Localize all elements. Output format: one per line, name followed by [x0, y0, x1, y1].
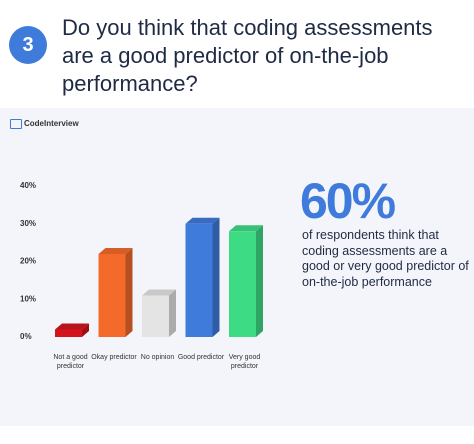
- x-tick-label: Good predictor: [177, 354, 225, 361]
- bar-top: [142, 289, 176, 296]
- y-tick-label: 0%: [20, 332, 32, 341]
- y-tick-label: 30%: [20, 219, 36, 228]
- x-tick-label: Not a good predictor: [53, 354, 88, 370]
- bar-top: [229, 225, 263, 232]
- bar: [142, 295, 169, 337]
- x-tick-label: Very good predictor: [228, 354, 261, 370]
- bar-top: [98, 247, 133, 254]
- bar: [98, 253, 126, 337]
- callout-text: of respondents think that coding assessm…: [302, 228, 469, 289]
- bar-top: [185, 217, 220, 224]
- bar-side: [212, 217, 220, 337]
- bar-top: [55, 323, 89, 330]
- y-tick-label: 20%: [20, 257, 36, 266]
- x-tick-label: Okay predictor: [91, 354, 137, 361]
- bar-side: [125, 247, 133, 337]
- y-tick-label: 40%: [20, 181, 36, 190]
- bar: [185, 223, 213, 337]
- y-tick-label: 10%: [20, 294, 36, 303]
- bar-side: [169, 289, 176, 337]
- question: Do you think that coding assessments are…: [62, 15, 433, 96]
- bar: [55, 329, 82, 337]
- logo: CodeInterview: [24, 119, 79, 128]
- bar: [229, 231, 256, 337]
- x-tick-label: No opinion: [140, 354, 175, 361]
- headline: 60%: [300, 173, 396, 229]
- logo-icon: [10, 119, 22, 129]
- bar-side: [82, 323, 89, 337]
- step-badge: 3: [9, 26, 47, 64]
- bar-side: [256, 225, 263, 337]
